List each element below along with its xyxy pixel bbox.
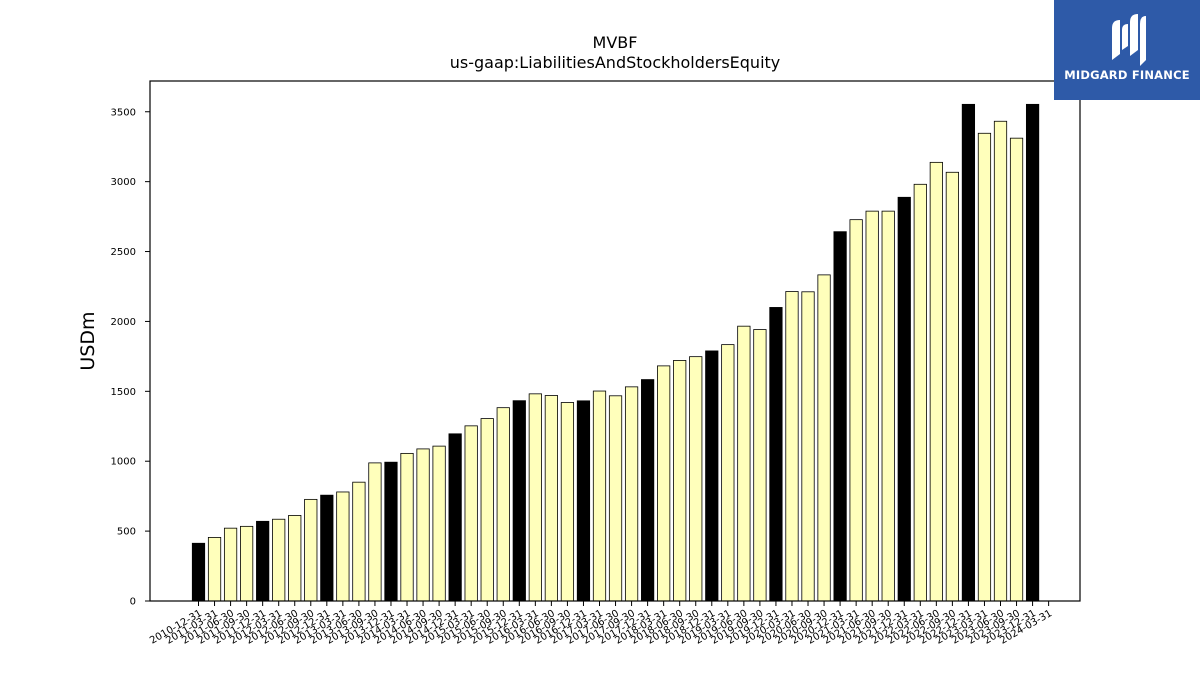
bar [336, 491, 350, 602]
bar [544, 395, 558, 602]
bar [416, 448, 430, 602]
y-tick-label: 3500 [111, 107, 136, 118]
midgard-logo-icon [1112, 14, 1146, 66]
bar [624, 386, 639, 602]
brand-logo: MIDGARD FINANCE [1054, 0, 1200, 100]
bar [352, 481, 366, 602]
bar [993, 120, 1008, 602]
bar [673, 360, 687, 602]
bar [368, 462, 382, 602]
bar [592, 390, 607, 602]
bar [400, 452, 414, 602]
bar [945, 171, 959, 602]
y-tick-label: 2500 [111, 247, 136, 258]
bar [304, 498, 318, 602]
y-tick-label: 1000 [111, 457, 136, 468]
bar [961, 103, 976, 602]
bar [464, 425, 478, 602]
bar [929, 161, 943, 602]
y-tick-label: 500 [117, 527, 136, 538]
bar [320, 494, 334, 602]
bar [833, 231, 847, 602]
y-axis-label: USDm [77, 311, 99, 370]
plot-frame [149, 80, 1081, 602]
chart-subtitle: us-gaap:LiabilitiesAndStockholdersEquity [450, 53, 781, 72]
bar [288, 515, 302, 602]
bar [560, 402, 575, 602]
y-axis: 0 500 1000 1500 2000 2500 3000 3500 [111, 107, 150, 608]
bar [272, 518, 286, 602]
logo-text: MIDGARD FINANCE [1064, 68, 1190, 82]
bar [223, 527, 238, 602]
bar [913, 183, 927, 602]
y-tick-label: 2000 [111, 317, 136, 328]
y-tick-label: 3000 [111, 177, 136, 188]
bar [496, 407, 510, 602]
bar [608, 395, 623, 602]
bar [721, 344, 735, 602]
bar [801, 291, 815, 602]
bar [817, 274, 831, 602]
bar [432, 445, 446, 602]
y-tick-label: 0 [130, 597, 136, 608]
bar [191, 542, 206, 602]
bar [753, 329, 767, 602]
bar [528, 393, 542, 602]
bar [849, 219, 863, 602]
bar [641, 379, 655, 602]
bar [512, 400, 526, 602]
bar [480, 418, 494, 602]
bar [689, 356, 703, 602]
bar [705, 350, 719, 602]
bar [1009, 137, 1024, 602]
bar [737, 325, 751, 602]
bar [769, 307, 783, 602]
bar [1025, 103, 1040, 602]
bars [191, 103, 1040, 602]
bar [881, 210, 895, 602]
bar [207, 537, 222, 602]
bar [576, 400, 591, 602]
y-tick-label: 1500 [111, 387, 136, 398]
bar [785, 291, 799, 602]
bar [897, 196, 911, 602]
bar [240, 525, 254, 602]
bar [256, 520, 270, 602]
bar [657, 365, 671, 602]
bar [384, 461, 398, 602]
chart-title: MVBF [593, 33, 638, 52]
bar [448, 433, 462, 602]
x-axis: 2010-12-312011-03-312011-06-302011-09-30… [148, 601, 1054, 647]
bar [977, 132, 992, 602]
bar [865, 210, 879, 602]
